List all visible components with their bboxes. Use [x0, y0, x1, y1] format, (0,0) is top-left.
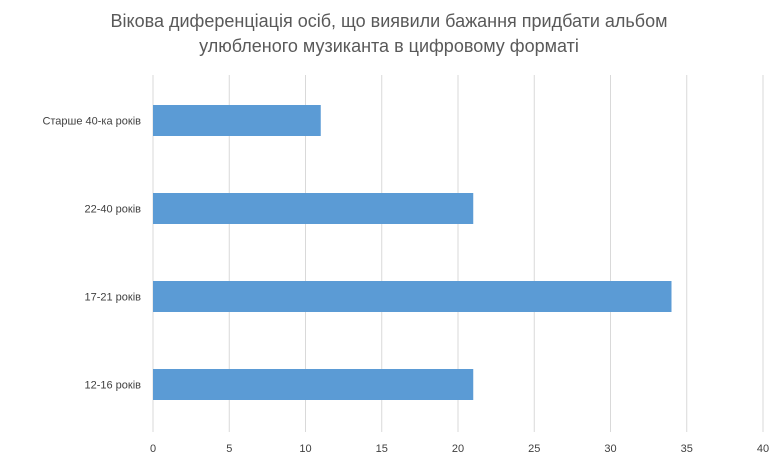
- x-tick-label: 5: [226, 443, 232, 455]
- category-label: 12-16 років: [84, 380, 141, 392]
- bar: [153, 369, 474, 400]
- x-tick-label: 40: [757, 443, 769, 455]
- x-tick-label: 15: [376, 443, 388, 455]
- x-tick-label: 35: [681, 443, 693, 455]
- bar: [153, 281, 672, 312]
- x-tick-label: 0: [150, 443, 156, 455]
- x-tick-label: 20: [452, 443, 464, 455]
- y-axis-categories: Старше 40-ка років 22-40 років 17-21 років…: [42, 116, 141, 392]
- x-axis-ticks: 0 5 10 15 20 25 30 35 40: [150, 443, 769, 455]
- x-tick-label: 25: [528, 443, 540, 455]
- category-label: 17-21 років: [84, 292, 141, 304]
- chart-title-line-2: улюбленого музиканта в цифровому форматі: [199, 36, 579, 56]
- category-label: 22-40 років: [84, 204, 141, 216]
- category-label: Старше 40-ка років: [42, 116, 141, 128]
- chart-title-line-1: Вікова диференціація осіб, що виявили ба…: [111, 11, 668, 31]
- x-tick-label: 10: [299, 443, 311, 455]
- bar: [153, 193, 474, 224]
- bar: [153, 105, 321, 136]
- bars: [153, 105, 672, 400]
- x-tick-label: 30: [604, 443, 616, 455]
